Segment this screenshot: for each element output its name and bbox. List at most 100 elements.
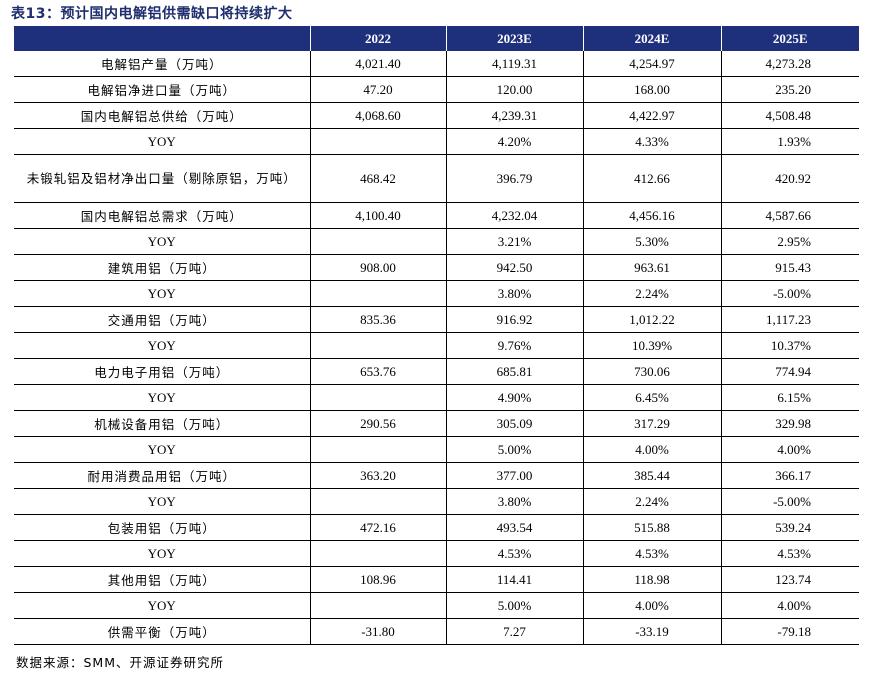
table-row: 电解铝产量（万吨） 4,021.40 4,119.31 4,254.97 4,273.2… xyxy=(14,51,859,77)
table-row: YOY 3.80% 2.24% -5.00% xyxy=(14,280,859,307)
value-cell: 120.00 xyxy=(445,76,583,103)
value-cell: 7.27 xyxy=(445,618,583,645)
value-cell: 305.09 xyxy=(445,410,583,437)
row-label-cell: 耐用消费品用铝（万吨） xyxy=(14,462,310,489)
value-cell: 4.90% xyxy=(445,384,583,411)
value-cell: 515.88 xyxy=(582,514,721,541)
value-cell: -79.18 xyxy=(720,618,859,645)
value-cell: 114.41 xyxy=(445,566,583,593)
value-cell: 3.80% xyxy=(445,488,583,515)
value-cell: -31.80 xyxy=(309,618,446,645)
value-cell: 2.24% xyxy=(582,488,721,515)
table-row: YOY 3.21% 5.30% 2.95% xyxy=(14,228,859,255)
value-cell: 4,273.28 xyxy=(720,51,859,77)
table-row: 包装用铝（万吨） 472.16 493.54 515.88 539.24 xyxy=(14,514,859,541)
header-row: 2022 2023E 2024E 2025E xyxy=(14,26,859,51)
value-cell: 4.00% xyxy=(720,436,859,463)
value-cell: 235.20 xyxy=(720,76,859,103)
row-label-cell: 供需平衡（万吨） xyxy=(14,618,310,645)
value-cell: 123.74 xyxy=(720,566,859,593)
value-cell xyxy=(309,592,446,619)
value-cell: 4,422.97 xyxy=(582,102,721,129)
value-cell: 168.00 xyxy=(582,76,721,103)
row-label-cell: 电力电子用铝（万吨） xyxy=(14,358,310,385)
value-cell: 1.93% xyxy=(720,128,859,155)
row-label-cell: YOY xyxy=(14,540,310,567)
value-cell: 118.98 xyxy=(582,566,721,593)
value-cell: 4,239.31 xyxy=(445,102,583,129)
table-row: YOY 9.76% 10.39% 10.37% xyxy=(14,332,859,359)
value-cell: 396.79 xyxy=(445,154,583,203)
value-cell: 4.20% xyxy=(445,128,583,155)
row-label-cell: YOY xyxy=(14,384,310,411)
value-cell: 4,587.66 xyxy=(720,202,859,229)
table-row: 电解铝净进口量（万吨） 47.20 120.00 168.00 235.20 xyxy=(14,76,859,103)
value-cell: 10.39% xyxy=(582,332,721,359)
value-cell: 290.56 xyxy=(309,410,446,437)
table-row: 耐用消费品用铝（万吨） 363.20 377.00 385.44 366.17 xyxy=(14,462,859,489)
value-cell: 4.00% xyxy=(582,592,721,619)
value-cell: 1,012.22 xyxy=(582,306,721,333)
value-cell: 685.81 xyxy=(445,358,583,385)
header-cell-2023e: 2023E xyxy=(445,26,583,51)
table-row: 未锻轧铝及铝材净出口量（剔除原铝，万吨） 468.42 396.79 412.66 42… xyxy=(14,154,859,203)
value-cell: 1,117.23 xyxy=(720,306,859,333)
value-cell: 942.50 xyxy=(445,254,583,281)
value-cell: 4.00% xyxy=(720,592,859,619)
row-label-cell: YOY xyxy=(14,436,310,463)
header-cell-2025e: 2025E xyxy=(720,26,859,51)
table-row: YOY 4.20% 4.33% 1.93% xyxy=(14,128,859,155)
value-cell: 908.00 xyxy=(309,254,446,281)
value-cell: 6.15% xyxy=(720,384,859,411)
value-cell xyxy=(309,540,446,567)
value-cell: 385.44 xyxy=(582,462,721,489)
table-row: 电力电子用铝（万吨） 653.76 685.81 730.06 774.94 xyxy=(14,358,859,385)
value-cell: 317.29 xyxy=(582,410,721,437)
value-cell: 4,021.40 xyxy=(309,51,446,77)
value-cell: 653.76 xyxy=(309,358,446,385)
value-cell: 730.06 xyxy=(582,358,721,385)
value-cell: 4,100.40 xyxy=(309,202,446,229)
row-label-cell: YOY xyxy=(14,128,310,155)
row-label-cell: 建筑用铝（万吨） xyxy=(14,254,310,281)
value-cell: 4.53% xyxy=(445,540,583,567)
header-cell-2024e: 2024E xyxy=(582,26,721,51)
row-label-cell: YOY xyxy=(14,280,310,307)
value-cell: 47.20 xyxy=(309,76,446,103)
value-cell: 472.16 xyxy=(309,514,446,541)
value-cell: 3.21% xyxy=(445,228,583,255)
table-row: 供需平衡（万吨） -31.80 7.27 -33.19 -79.18 xyxy=(14,618,859,645)
table-row: YOY 4.90% 6.45% 6.15% xyxy=(14,384,859,411)
value-cell xyxy=(309,488,446,515)
table-row: 其他用铝（万吨） 108.96 114.41 118.98 123.74 xyxy=(14,566,859,593)
value-cell: 6.45% xyxy=(582,384,721,411)
value-cell: 539.24 xyxy=(720,514,859,541)
table-row: YOY 5.00% 4.00% 4.00% xyxy=(14,436,859,463)
value-cell xyxy=(309,228,446,255)
table-header: 2022 2023E 2024E 2025E xyxy=(14,26,859,51)
value-cell xyxy=(309,384,446,411)
header-cell-label xyxy=(14,26,310,51)
value-cell: 774.94 xyxy=(720,358,859,385)
row-label-cell: YOY xyxy=(14,332,310,359)
table-row: 国内电解铝总需求（万吨） 4,100.40 4,232.04 4,456.16 4,58… xyxy=(14,202,859,229)
value-cell xyxy=(309,332,446,359)
value-cell: 4,232.04 xyxy=(445,202,583,229)
value-cell: 963.61 xyxy=(582,254,721,281)
data-table: 2022 2023E 2024E 2025E 电解铝产量（万吨） 4,021.40… xyxy=(14,26,859,645)
table-row: 国内电解铝总供给（万吨） 4,068.60 4,239.31 4,422.97 4,50… xyxy=(14,102,859,129)
header-cell-2022: 2022 xyxy=(309,26,446,51)
table-body: 电解铝产量（万吨） 4,021.40 4,119.31 4,254.97 4,273.2… xyxy=(14,51,859,645)
value-cell: 4.33% xyxy=(582,128,721,155)
value-cell: 108.96 xyxy=(309,566,446,593)
value-cell: 5.00% xyxy=(445,436,583,463)
value-cell: 412.66 xyxy=(582,154,721,203)
value-cell xyxy=(309,128,446,155)
row-label-cell: 交通用铝（万吨） xyxy=(14,306,310,333)
value-cell: 493.54 xyxy=(445,514,583,541)
value-cell: 10.37% xyxy=(720,332,859,359)
table-row: 交通用铝（万吨） 835.36 916.92 1,012.22 1,117.23 xyxy=(14,306,859,333)
value-cell: 4,508.48 xyxy=(720,102,859,129)
value-cell: -5.00% xyxy=(720,280,859,307)
value-cell: 4,119.31 xyxy=(445,51,583,77)
